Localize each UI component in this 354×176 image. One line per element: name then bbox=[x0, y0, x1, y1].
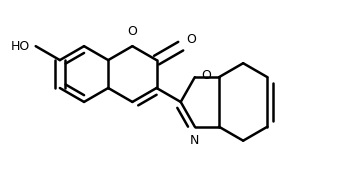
Text: O: O bbox=[201, 69, 211, 82]
Text: O: O bbox=[186, 33, 196, 46]
Text: O: O bbox=[127, 25, 137, 38]
Text: N: N bbox=[190, 134, 200, 147]
Text: HO: HO bbox=[11, 40, 30, 53]
